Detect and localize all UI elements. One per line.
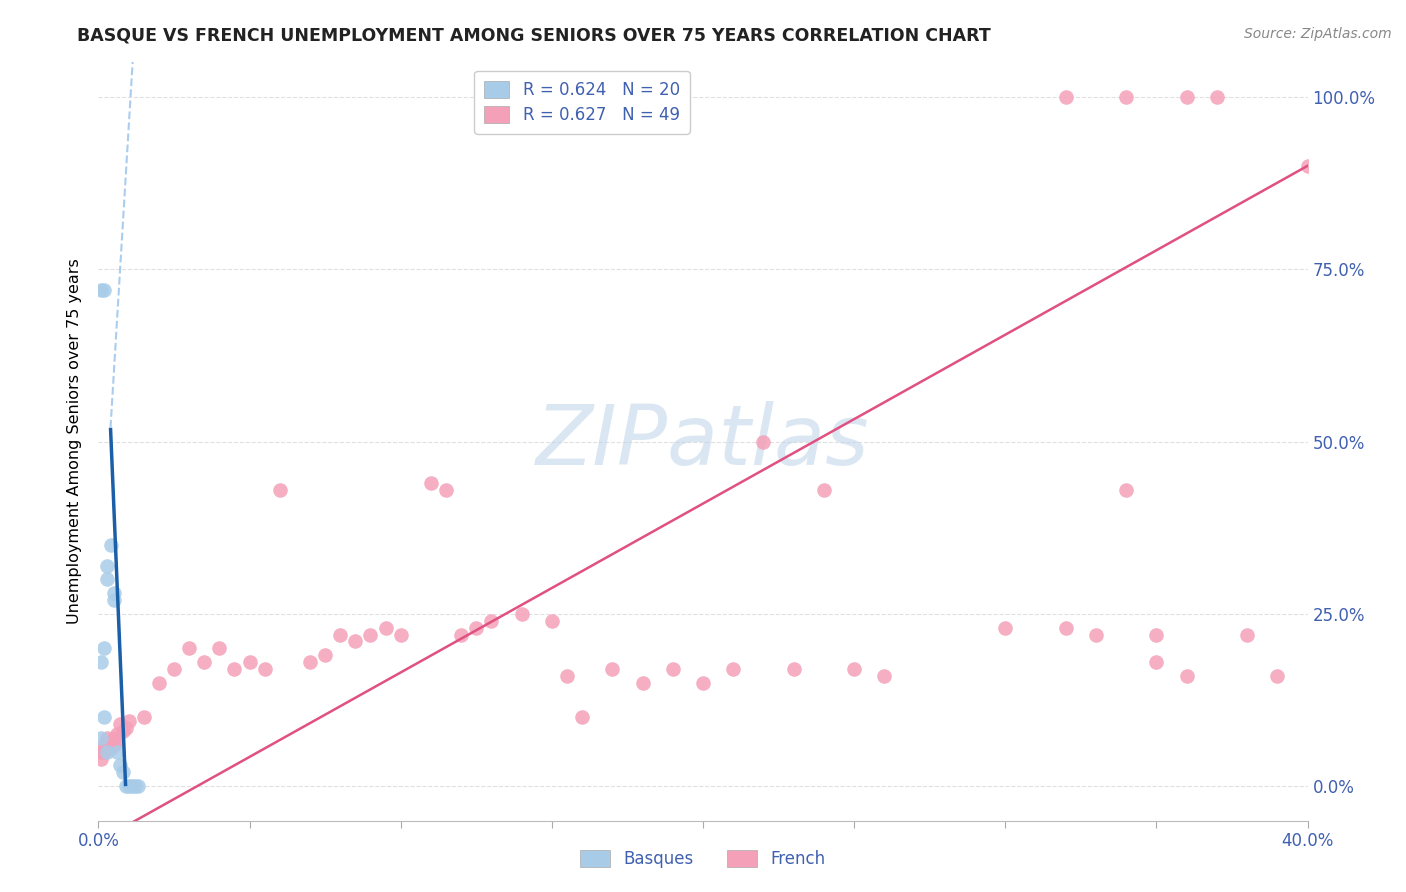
Point [96,745,118,759]
Point [127,779,149,793]
Point [93,710,115,724]
Point [434,483,457,497]
Text: BASQUE VS FRENCH UNEMPLOYMENT AMONG SENIORS OVER 75 YEARS CORRELATION CHART: BASQUE VS FRENCH UNEMPLOYMENT AMONG SENI… [77,27,991,45]
Point [163,662,186,676]
Point [93,641,115,656]
Point [465,621,488,635]
Point [111,724,134,739]
Point [103,738,125,752]
Point [813,483,835,497]
Point [93,738,115,752]
Point [90,751,112,765]
Point [93,745,115,759]
Point [239,655,262,669]
Point [100,741,122,756]
Point [193,655,215,669]
Point [602,662,624,676]
Point [118,714,141,728]
Point [571,710,593,724]
Point [100,734,122,748]
Legend: Basques, French: Basques, French [574,843,832,875]
Point [374,621,396,635]
Y-axis label: Unemployment Among Seniors over 75 years: Unemployment Among Seniors over 75 years [67,259,83,624]
Point [90,745,112,759]
Point [360,627,382,641]
Point [1175,90,1198,104]
Point [1085,627,1108,641]
Point [108,758,131,772]
Point [555,669,578,683]
Point [450,627,472,641]
Point [90,731,112,745]
Point [752,434,775,449]
Point [692,675,714,690]
Point [661,662,683,676]
Point [121,779,143,793]
Point [510,607,533,621]
Point [344,634,367,648]
Point [118,779,141,793]
Point [103,593,125,607]
Point [208,641,231,656]
Point [105,734,128,748]
Text: ZIPatlas: ZIPatlas [536,401,870,482]
Point [179,641,201,656]
Point [100,538,122,552]
Point [314,648,336,663]
Point [329,627,352,641]
Point [148,675,170,690]
Point [96,558,118,573]
Point [96,731,118,745]
Point [111,765,134,780]
Point [114,721,136,735]
Point [114,779,136,793]
Point [105,745,128,759]
Point [224,662,246,676]
Point [389,627,412,641]
Point [994,621,1017,635]
Point [90,655,112,669]
Point [540,614,562,628]
Point [1267,669,1289,683]
Point [269,483,291,497]
Point [1144,627,1167,641]
Point [132,710,155,724]
Point [420,475,443,490]
Point [1206,90,1229,104]
Point [873,669,896,683]
Point [1115,483,1137,497]
Point [124,779,146,793]
Point [108,717,131,731]
Point [1115,90,1137,104]
Legend: R = 0.624   N = 20, R = 0.627   N = 49: R = 0.624 N = 20, R = 0.627 N = 49 [474,70,690,134]
Point [783,662,806,676]
Point [631,675,654,690]
Point [90,283,112,297]
Point [1054,621,1077,635]
Point [1175,669,1198,683]
Point [1296,159,1319,173]
Point [105,727,128,741]
Point [723,662,745,676]
Point [103,731,125,745]
Point [481,614,503,628]
Point [299,655,322,669]
Point [1054,90,1077,104]
Point [844,662,866,676]
Text: Source: ZipAtlas.com: Source: ZipAtlas.com [1244,27,1392,41]
Point [253,662,276,676]
Point [96,738,118,752]
Point [1236,627,1258,641]
Point [96,573,118,587]
Point [93,283,115,297]
Point [1144,655,1167,669]
Point [103,586,125,600]
